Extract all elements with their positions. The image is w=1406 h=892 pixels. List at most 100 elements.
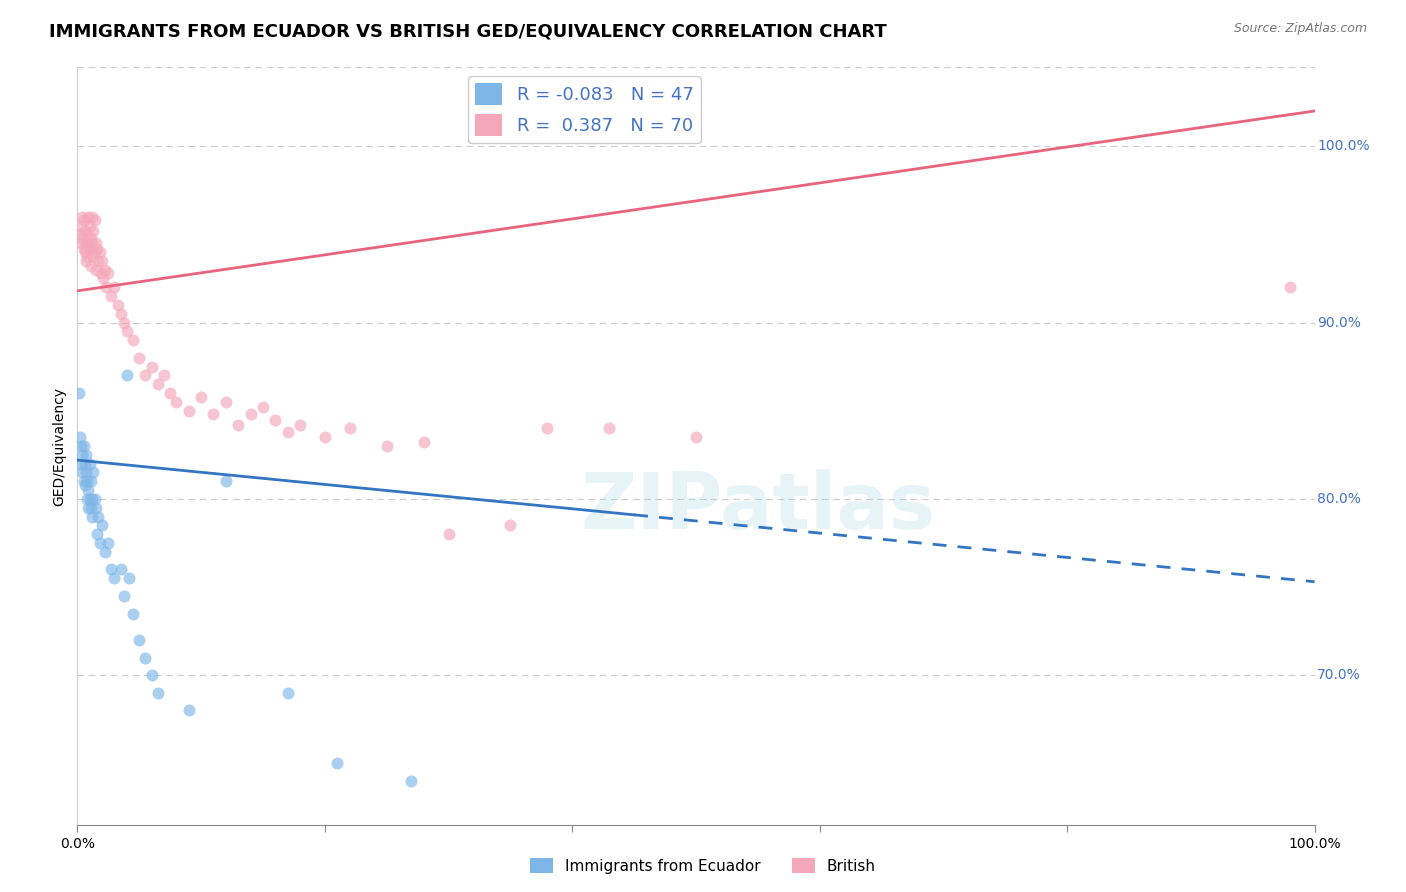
Point: [215, 475, 238, 489]
Point: [103, 571, 125, 585]
Point: [112, 316, 135, 330]
Point: [97, 536, 120, 550]
Point: [141, 359, 163, 374]
Point: [82, 210, 104, 224]
Point: [72, 213, 94, 227]
Point: [122, 607, 145, 621]
Point: [598, 421, 620, 435]
Text: 100.0%: 100.0%: [1317, 139, 1369, 153]
Point: [177, 403, 200, 417]
Point: [536, 421, 558, 435]
Point: [87, 509, 110, 524]
Legend: Immigrants from Ecuador, British: Immigrants from Ecuador, British: [524, 852, 882, 880]
Point: [202, 407, 225, 421]
Point: [94, 280, 117, 294]
Point: [70, 457, 93, 471]
Point: [67, 386, 90, 401]
Point: [314, 430, 336, 444]
Text: ZIPatlas: ZIPatlas: [581, 468, 935, 545]
Text: IMMIGRANTS FROM ECUADOR VS BRITISH GED/EQUIVALENCY CORRELATION CHART: IMMIGRANTS FROM ECUADOR VS BRITISH GED/E…: [49, 22, 887, 40]
Text: Source: ZipAtlas.com: Source: ZipAtlas.com: [1233, 22, 1367, 36]
Point: [72, 439, 94, 453]
Point: [87, 253, 110, 268]
Point: [1278, 280, 1301, 294]
Point: [375, 439, 398, 453]
Point: [83, 245, 105, 260]
Point: [159, 386, 181, 401]
Point: [288, 417, 311, 432]
Point: [83, 491, 105, 506]
Point: [177, 704, 200, 718]
Point: [215, 395, 238, 409]
Point: [70, 439, 93, 453]
Point: [72, 448, 94, 462]
Text: 70.0%: 70.0%: [1317, 668, 1361, 682]
Point: [80, 231, 103, 245]
Legend: R = -0.083   N = 47, R =  0.387   N = 70: R = -0.083 N = 47, R = 0.387 N = 70: [468, 76, 702, 144]
Point: [91, 253, 114, 268]
Point: [72, 242, 94, 256]
Point: [76, 227, 98, 242]
Point: [141, 668, 163, 682]
Point: [685, 430, 707, 444]
Point: [84, 262, 107, 277]
Point: [84, 500, 107, 515]
Point: [115, 325, 138, 339]
Point: [75, 448, 97, 462]
Point: [79, 219, 101, 233]
Point: [83, 213, 105, 227]
Point: [110, 562, 132, 576]
Y-axis label: GED/Equivalency: GED/Equivalency: [52, 386, 66, 506]
Point: [75, 466, 97, 480]
Point: [412, 435, 434, 450]
Point: [72, 210, 94, 224]
Point: [80, 500, 103, 515]
Point: [110, 307, 132, 321]
Point: [89, 245, 111, 260]
Point: [118, 571, 141, 585]
Point: [277, 686, 299, 700]
Point: [76, 249, 98, 263]
Point: [97, 266, 120, 280]
Point: [79, 491, 101, 506]
Point: [134, 650, 156, 665]
Point: [77, 500, 100, 515]
Point: [82, 249, 104, 263]
Point: [100, 562, 122, 576]
Point: [72, 466, 94, 480]
Point: [82, 236, 104, 251]
Point: [86, 527, 108, 541]
Point: [128, 351, 150, 365]
Point: [76, 475, 98, 489]
Point: [112, 589, 135, 603]
Point: [122, 333, 145, 347]
Point: [77, 483, 100, 497]
Point: [80, 475, 103, 489]
Point: [75, 236, 97, 251]
Point: [73, 245, 96, 260]
Point: [76, 491, 98, 506]
Point: [146, 686, 169, 700]
Point: [153, 368, 176, 383]
Point: [437, 527, 460, 541]
Point: [401, 774, 423, 789]
Point: [91, 271, 114, 285]
Point: [70, 219, 93, 233]
Point: [82, 491, 104, 506]
Point: [82, 224, 104, 238]
Point: [107, 298, 129, 312]
Point: [264, 412, 287, 426]
Point: [103, 280, 125, 294]
Point: [73, 477, 96, 491]
Point: [128, 632, 150, 647]
Point: [277, 425, 299, 439]
Point: [190, 390, 212, 404]
Point: [70, 236, 93, 251]
Point: [69, 430, 91, 444]
Point: [77, 236, 100, 251]
Point: [77, 210, 100, 224]
Point: [499, 518, 522, 533]
Point: [239, 407, 262, 421]
Point: [79, 457, 101, 471]
Point: [69, 227, 91, 242]
